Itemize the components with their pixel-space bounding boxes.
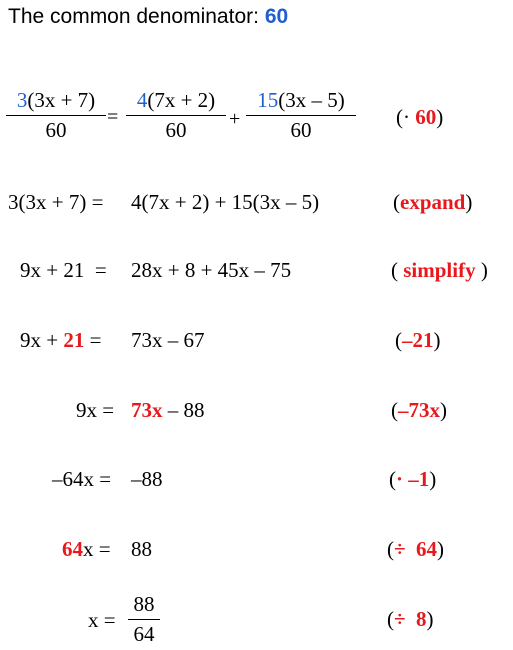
common-denominator-heading: The common denominator: 60 — [8, 5, 288, 29]
term2-numerator: 15(3x – 5) — [246, 88, 356, 116]
step4-lhs-c: = — [84, 328, 102, 352]
step3-lhs: 9x + 21 = — [20, 258, 107, 282]
step2-lhs: 3(3x + 7) = — [8, 190, 104, 214]
step2-note-open: ( — [393, 190, 400, 214]
step4-lhs: 9x + 21 = — [20, 328, 101, 353]
step8-note-close: ) — [426, 607, 434, 631]
term1-rest: (7x + 2) — [147, 88, 216, 112]
plus-sign: + — [229, 108, 241, 130]
step8-fraction: 88 64 — [128, 592, 160, 647]
step7-lhs-rest: x = — [83, 537, 111, 561]
step3-note-open: ( — [391, 258, 404, 282]
step7-lhs: 64x = — [62, 537, 111, 562]
heading-label: The common denominator: — [8, 5, 259, 28]
step6-note-value: · –1 — [396, 467, 430, 491]
lhs-fraction: 3(3x + 7) 60 — [6, 88, 106, 143]
step8-note-open: ( — [387, 607, 394, 631]
step6-note: (· –1) — [389, 467, 436, 492]
term2-rest: (3x – 5) — [278, 88, 345, 112]
step4-lhs-a: 9x + — [20, 328, 64, 352]
heading-value: 60 — [264, 5, 289, 28]
equals-sign: = — [107, 106, 119, 128]
step5-note: (–73x) — [391, 398, 447, 423]
lhs-numerator: 3(3x + 7) — [6, 88, 106, 116]
term1-numerator: 4(7x + 2) — [126, 88, 226, 116]
term1-coef: 4 — [136, 88, 148, 112]
step7-lhs-highlight: 64 — [62, 537, 83, 561]
step6-lhs: –64x = — [52, 467, 112, 491]
step2-note-close: ) — [465, 190, 473, 214]
step4-note-value: –21 — [402, 328, 434, 352]
step5-note-value: –73x — [398, 398, 440, 422]
step8-numerator: 88 — [128, 592, 160, 620]
step4-note: (–21) — [395, 328, 441, 353]
step3-note: ( simplify ) — [391, 258, 488, 283]
step1-note: (· 60) — [396, 105, 443, 130]
term2-fraction: 15(3x – 5) 60 — [246, 88, 356, 143]
step3-note-value: simplify — [403, 258, 476, 282]
step5-lhs: 9x = — [76, 398, 115, 422]
step6-note-open: ( — [389, 467, 396, 491]
step3-rhs: 28x + 8 + 45x – 75 — [131, 258, 292, 282]
step8-lhs: x = — [88, 608, 116, 632]
step4-rhs: 73x – 67 — [131, 328, 205, 352]
step4-note-close: ) — [433, 328, 441, 352]
step4-note-open: ( — [395, 328, 402, 352]
step7-note-close: ) — [437, 537, 445, 561]
term2-denominator: 60 — [290, 118, 312, 142]
step1-note-open: (· — [396, 105, 410, 129]
step2-rhs: 4(7x + 2) + 15(3x – 5) — [131, 190, 320, 214]
step4-lhs-highlight: 21 — [63, 328, 85, 352]
step7-note: (÷ 64) — [387, 537, 444, 562]
step2-note: (expand) — [393, 190, 472, 215]
step5-note-close: ) — [440, 398, 447, 422]
step7-note-open: ( — [387, 537, 394, 561]
term1-fraction: 4(7x + 2) 60 — [126, 88, 226, 143]
lhs-denominator: 60 — [45, 118, 67, 142]
step8-note: (÷ 8) — [387, 607, 434, 632]
step5-rhs: 73x – 88 — [131, 398, 205, 423]
step6-note-close: ) — [429, 467, 437, 491]
step8-note-value: ÷ 8 — [394, 607, 427, 631]
term2-coef: 15 — [257, 88, 279, 112]
lhs-rest: (3x + 7) — [27, 88, 96, 112]
step3-note-close: ) — [475, 258, 488, 282]
step1-note-value: 60 — [415, 105, 437, 129]
step5-note-open: ( — [391, 398, 398, 422]
step7-rhs: 88 — [131, 537, 152, 561]
lhs-coef: 3 — [16, 88, 28, 112]
step1-note-close: ) — [436, 105, 444, 129]
step7-note-value: ÷ 64 — [394, 537, 438, 561]
step6-rhs: –88 — [131, 467, 163, 491]
step5-rhs-highlight: 73x — [131, 398, 163, 422]
term1-denominator: 60 — [165, 118, 187, 142]
step5-rhs-rest: – 88 — [162, 398, 205, 422]
step8-denominator: 64 — [133, 622, 155, 646]
step2-note-value: expand — [400, 190, 466, 214]
